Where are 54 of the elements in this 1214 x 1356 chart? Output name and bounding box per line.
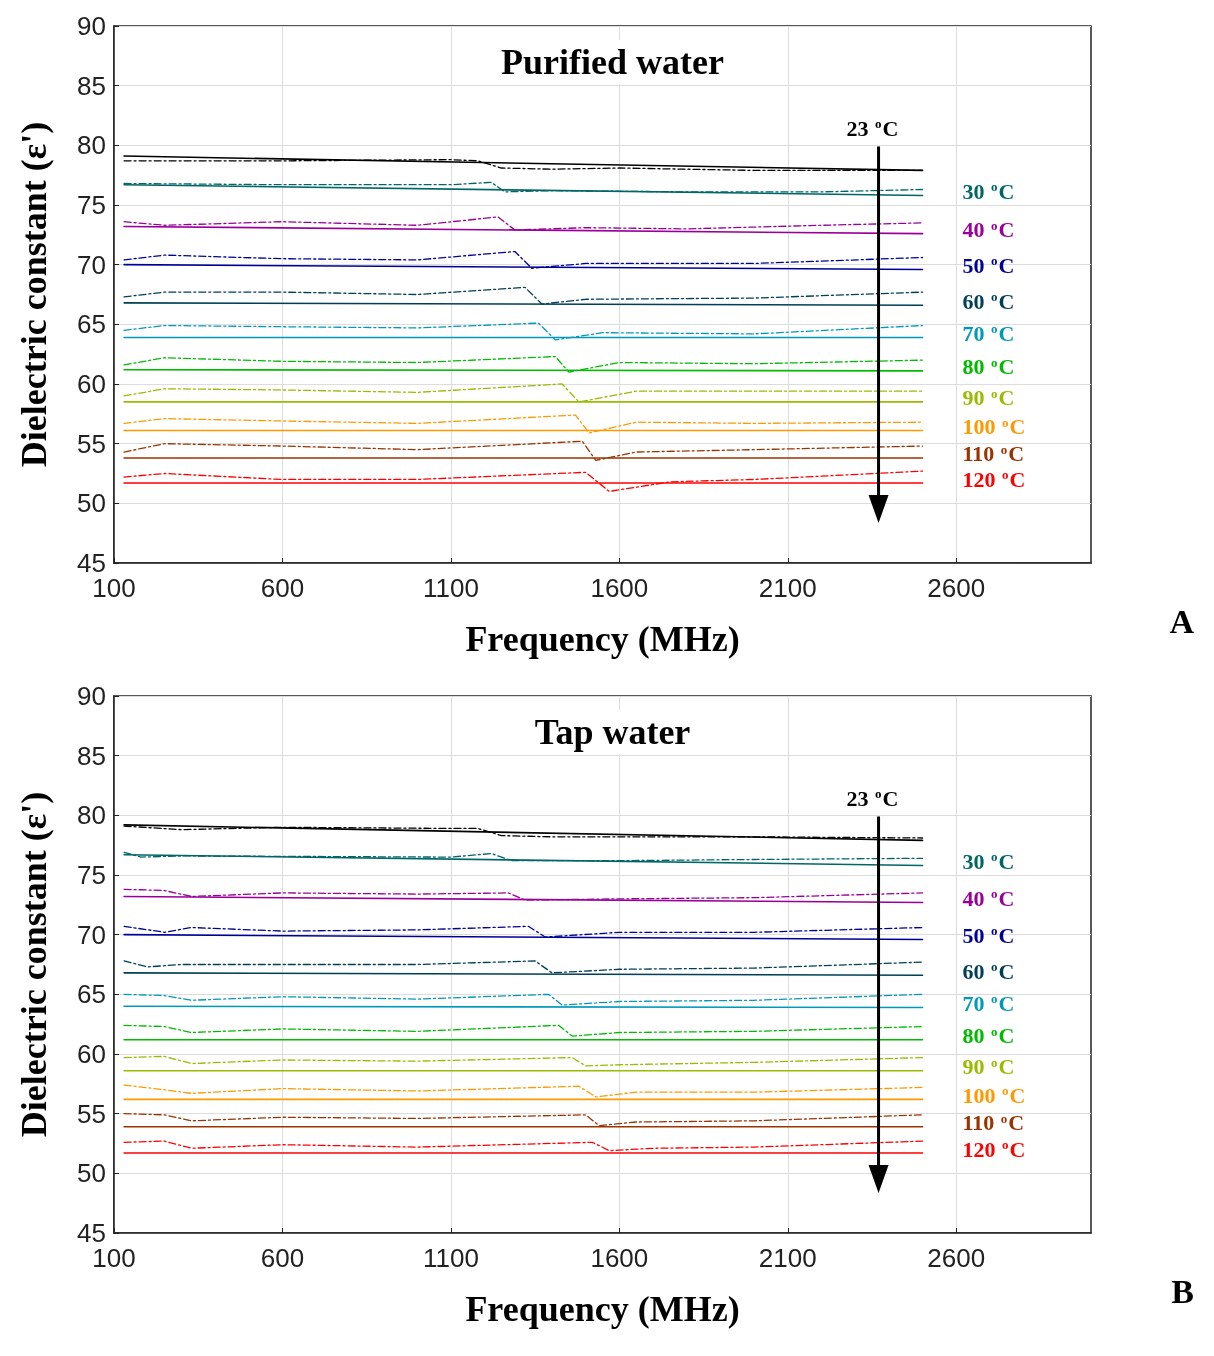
- line-series: [123, 1140, 924, 1152]
- y-tick-label: 65: [77, 309, 106, 340]
- line-series: [123, 1055, 924, 1067]
- chart-title: Purified water: [501, 42, 724, 82]
- line-series: [123, 888, 924, 901]
- line-series: [123, 1113, 924, 1127]
- y-tick-label: 90: [77, 681, 106, 711]
- line-series: [123, 216, 924, 231]
- y-tick-label: 85: [77, 740, 106, 771]
- x-tick-label: 1600: [590, 573, 649, 603]
- y-tick-label: 50: [77, 1158, 106, 1189]
- y-axis-title: Dielectric constant (ε'): [14, 121, 54, 468]
- x-tick-label: 2600: [927, 573, 986, 603]
- x-axis-title: Frequency (MHz): [465, 1289, 740, 1329]
- line-series: [123, 925, 924, 938]
- x-tick-label: 2600: [927, 1243, 986, 1273]
- x-tick-label: 600: [260, 573, 305, 603]
- x-axis-title: Frequency (MHz): [465, 619, 740, 659]
- text: A: [1169, 602, 1195, 640]
- x-tick-label: 600: [260, 1243, 305, 1273]
- y-tick-label: 85: [77, 70, 106, 101]
- y-tick-label: 60: [77, 1039, 106, 1069]
- x-tick-label: 2100: [758, 1243, 817, 1273]
- line-series: [123, 993, 924, 1006]
- y-tick-label: 75: [77, 860, 106, 890]
- chart-title: Tap water: [534, 712, 691, 752]
- line-series: [123, 470, 924, 493]
- text: B: [1171, 1272, 1195, 1310]
- line-series: [123, 960, 924, 974]
- y-tick-label: 60: [77, 369, 106, 399]
- line-series: [123, 355, 924, 373]
- y-tick-label: 90: [77, 11, 106, 41]
- y-tick-label: 70: [77, 249, 106, 280]
- line-series: [123, 383, 924, 403]
- line-series: [123, 440, 924, 462]
- y-tick-label: 65: [77, 979, 106, 1010]
- y-tick-label: 55: [77, 1098, 106, 1129]
- y-tick-label: 75: [77, 190, 106, 220]
- line-series: [123, 414, 924, 434]
- line-series: [123, 250, 924, 269]
- line-series: [123, 286, 924, 305]
- x-tick-label: 1100: [422, 573, 479, 603]
- y-tick-label: 80: [77, 800, 106, 831]
- line-series: [123, 322, 924, 341]
- y-tick-label: 80: [77, 130, 106, 161]
- y-axis-title: Dielectric constant (ε'): [14, 791, 54, 1138]
- x-tick-label: 1100: [422, 1243, 479, 1273]
- x-tick-label: 1600: [590, 1243, 649, 1273]
- y-tick-label: 50: [77, 488, 106, 519]
- line-series: [123, 1024, 924, 1037]
- line-series: [123, 1084, 924, 1098]
- y-tick-label: 55: [77, 428, 106, 459]
- x-tick-label: 2100: [758, 573, 817, 603]
- y-tick-label: 70: [77, 919, 106, 950]
